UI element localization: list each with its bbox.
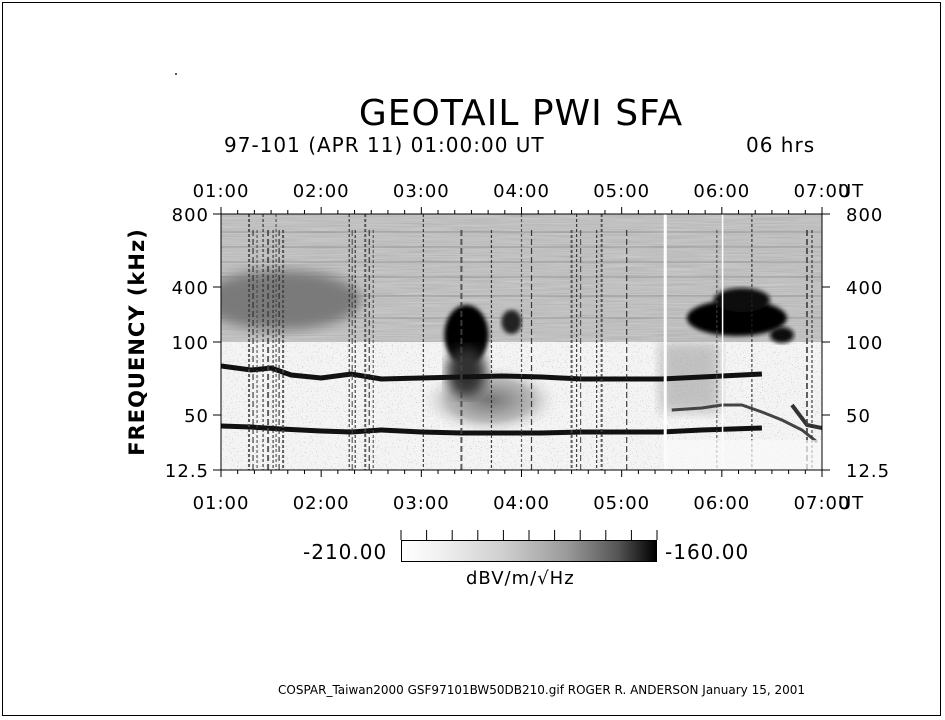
y-tick-label-left: 100 (172, 333, 209, 354)
y-tick-label-left: 800 (172, 205, 209, 226)
x-tick-label-top: 04:00 (493, 181, 550, 202)
footer-credit: COSPAR_Taiwan2000 GSF97101BW50DB210.gif … (278, 683, 806, 697)
band-after-gap (671, 403, 818, 444)
x-tick-label-bottom: 05:00 (593, 493, 650, 514)
chart-subtitle: 97-101 (APR 11) 01:00:00 UT (224, 133, 545, 157)
x-tick-label-top: 02:00 (293, 181, 350, 202)
x-tick-label-bottom: 02:00 (293, 493, 350, 514)
speck (175, 73, 177, 75)
y-tick-label-right: 800 (846, 205, 883, 226)
y-tick-label-right: 400 (846, 278, 883, 299)
y-tick-label-left: 12.5 (165, 461, 209, 482)
burst-0630 (769, 327, 794, 343)
burst-early (221, 270, 362, 330)
colorbar-min-label: -210.00 (303, 540, 388, 564)
data-gap (721, 214, 724, 470)
x-tick-label-top: 06:00 (693, 181, 750, 202)
x-tick-label-top: 07:00 (794, 181, 851, 202)
emission-bursts (221, 270, 794, 397)
x-tick-label-bottom: 03:00 (393, 493, 450, 514)
x-unit-label-top: UT (838, 181, 864, 202)
duration-label: 06 hrs (746, 133, 816, 157)
y-axis-label: FREQUENCY (kHz) (125, 228, 149, 456)
x-tick-label-bottom: 04:00 (493, 493, 550, 514)
x-tick-label-bottom: 07:00 (794, 493, 851, 514)
y-tick-label-left: 50 (184, 406, 209, 427)
colorbar-max-label: -160.00 (665, 540, 750, 564)
y-tick-label-right: 100 (846, 333, 883, 354)
y-tick-label-right: 12.5 (846, 461, 890, 482)
burst-0600-top (713, 288, 770, 312)
x-tick-label-top: 03:00 (393, 181, 450, 202)
x-tick-label-top: 01:00 (193, 181, 250, 202)
x-tick-label-bottom: 01:00 (193, 493, 250, 514)
burst-0315 (444, 305, 489, 365)
x-tick-label-bottom: 06:00 (693, 493, 750, 514)
chart-title: GEOTAIL PWI SFA (358, 93, 684, 134)
quiet-region (663, 440, 822, 470)
colorbar (401, 540, 657, 562)
y-tick-label-left: 400 (172, 278, 209, 299)
y-tick-label-right: 50 (846, 406, 871, 427)
data-gap (663, 214, 667, 470)
x-unit-label-bottom: UT (838, 493, 864, 514)
vertical-spikes (248, 214, 813, 470)
colorbar-unit-label: dBV/m/√Hz (466, 568, 575, 589)
burst-0600 (686, 300, 787, 336)
burst-0350 (501, 310, 522, 334)
spectrogram-image (221, 214, 822, 470)
band-upper (221, 363, 763, 382)
data-gaps (663, 214, 822, 470)
axes: 01:00 01:00 02:00 02:00 03:00 03:00 04:00 04:00… (125, 181, 890, 540)
burst-0315-low (446, 347, 487, 397)
x-tick-label-top: 05:00 (593, 181, 650, 202)
